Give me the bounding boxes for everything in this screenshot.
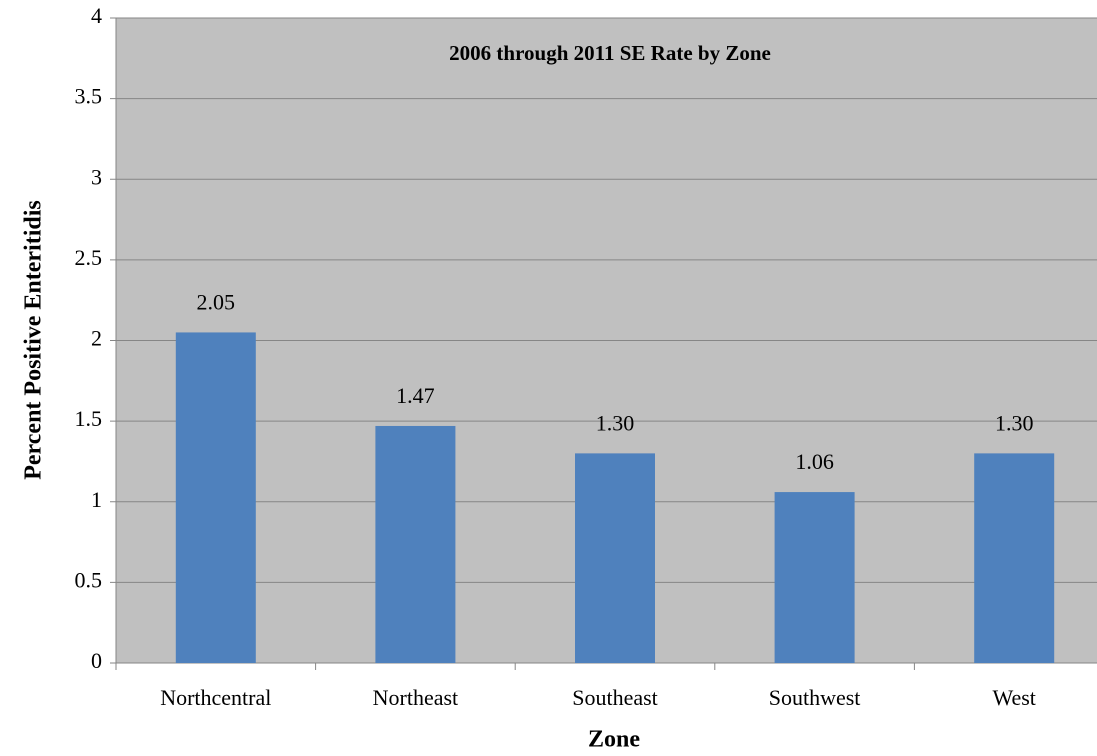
value-label: 1.47 bbox=[396, 383, 435, 408]
x-axis-label: Zone bbox=[588, 727, 640, 753]
y-tick-label: 1 bbox=[91, 487, 102, 512]
value-label: 1.30 bbox=[596, 410, 635, 435]
y-tick-label: 0.5 bbox=[75, 567, 103, 592]
value-label: 1.06 bbox=[795, 449, 834, 474]
bar bbox=[974, 453, 1055, 663]
y-tick-label: 2 bbox=[91, 326, 102, 351]
x-tick-label: Southeast bbox=[572, 685, 658, 710]
chart-title: 2006 through 2011 SE Rate by Zone bbox=[449, 41, 771, 65]
y-tick-label: 2.5 bbox=[75, 245, 103, 270]
y-tick-label: 0 bbox=[91, 648, 102, 673]
y-axis-label: Percent Positive Enteritidis bbox=[21, 200, 47, 480]
x-tick-label: West bbox=[992, 685, 1035, 710]
x-tick-label: Northeast bbox=[373, 685, 459, 710]
x-tick-label: Northcentral bbox=[160, 685, 271, 710]
y-tick-label: 1.5 bbox=[75, 406, 103, 431]
y-tick-label: 3 bbox=[91, 164, 102, 189]
bar bbox=[375, 425, 456, 663]
y-tick-label: 4 bbox=[91, 3, 102, 28]
bar bbox=[774, 492, 855, 663]
bar bbox=[575, 453, 655, 663]
bar bbox=[175, 332, 256, 663]
value-label: 2.05 bbox=[197, 289, 236, 314]
y-tick-label: 3.5 bbox=[75, 84, 103, 109]
x-tick-label: Southwest bbox=[769, 685, 861, 710]
value-label: 1.30 bbox=[995, 410, 1034, 435]
